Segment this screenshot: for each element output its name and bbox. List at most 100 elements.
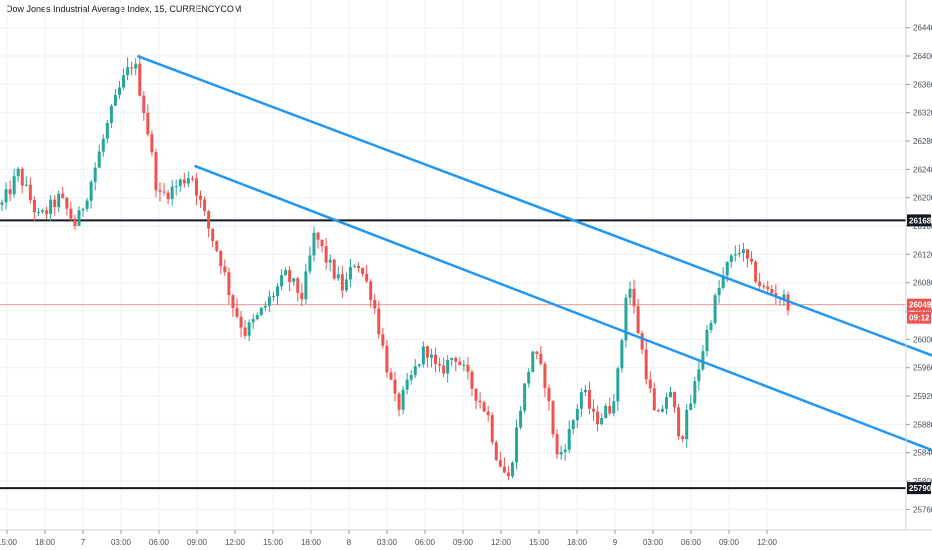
x-tick-label: 06:00: [149, 538, 170, 547]
candle-body: [762, 285, 766, 287]
y-tick-label: 26320: [913, 109, 932, 118]
candle-body: [527, 372, 531, 384]
candle-body: [543, 363, 547, 388]
candle-body: [502, 466, 506, 473]
candle-body: [49, 199, 53, 215]
candle-body: [466, 364, 470, 372]
x-tick-label: 18:00: [301, 538, 322, 547]
x-tick-label: 7: [81, 538, 86, 547]
candle-body: [203, 199, 207, 212]
candle-body: [271, 295, 275, 297]
candle-body: [239, 316, 243, 328]
y-tick-label: 26080: [913, 279, 932, 288]
x-tick-label: 15:00: [0, 538, 18, 547]
candle-body: [519, 410, 523, 428]
trendline[interactable]: [137, 54, 932, 392]
candle-body: [531, 351, 535, 373]
candle-body: [482, 402, 486, 412]
candle-body: [308, 255, 312, 272]
candle-body: [97, 151, 101, 168]
candle-body: [474, 388, 478, 401]
candle-body: [421, 346, 425, 365]
candle-body: [563, 449, 567, 453]
candle-body: [85, 200, 89, 209]
candle-body: [754, 261, 758, 282]
trendline[interactable]: [194, 164, 932, 488]
candle-body: [174, 186, 178, 188]
candle-body: [61, 193, 65, 198]
candle-body: [401, 389, 405, 410]
candle-body: [470, 371, 474, 389]
candle-body: [640, 333, 644, 350]
candle-body: [280, 275, 284, 287]
candle-body: [332, 259, 336, 279]
candle-body: [478, 400, 482, 403]
candle-body: [612, 401, 616, 414]
y-tick-label: 25920: [913, 392, 932, 401]
x-tick-label: 03:00: [111, 538, 132, 547]
candle-body: [81, 208, 85, 211]
candlestick-series: [0, 54, 790, 481]
y-tick-label: 26040: [913, 307, 932, 316]
candle-body: [583, 389, 587, 393]
candle-body: [304, 271, 308, 300]
candle-body: [486, 411, 490, 416]
candle-body: [186, 178, 190, 184]
candle-body: [369, 281, 373, 301]
candle-body: [24, 184, 28, 186]
candle-body: [725, 262, 729, 276]
candle-body: [664, 397, 668, 409]
y-tick-label: 25840: [913, 449, 932, 458]
candle-body: [223, 266, 227, 273]
candle-body: [235, 307, 239, 317]
candle-body: [393, 379, 397, 394]
trendlines[interactable]: [137, 54, 932, 488]
candle-body: [377, 308, 381, 335]
x-tick-label: 09:00: [453, 538, 474, 547]
candle-body: [458, 361, 462, 366]
candle-body: [312, 232, 316, 256]
candle-body: [231, 295, 235, 308]
candle-body: [146, 112, 150, 135]
candle-body: [320, 239, 324, 247]
candle-body: [170, 186, 174, 200]
y-tick-label: 26360: [913, 80, 932, 89]
candle-body: [296, 278, 300, 293]
candle-body: [247, 322, 251, 336]
candle-body: [741, 249, 745, 253]
price-badge-label: 25790: [909, 484, 932, 493]
candle-body: [729, 255, 733, 263]
candle-body: [681, 436, 685, 440]
candle-body: [454, 357, 458, 362]
candle-body: [523, 383, 527, 411]
candle-body: [782, 294, 786, 300]
candle-body: [255, 315, 259, 320]
candle-body: [648, 379, 652, 389]
candle-body: [73, 218, 77, 226]
candle-body: [0, 202, 4, 205]
candle-body: [361, 268, 365, 274]
y-tick-label: 26280: [913, 137, 932, 146]
candle-body: [624, 297, 628, 341]
time-axis[interactable]: 15:00 18:00 7 03:00 06:00 09:00 12:00 15:00 18:0…: [0, 530, 778, 547]
candle-body: [709, 323, 713, 330]
candle-body: [57, 193, 61, 208]
candle-body: [600, 418, 604, 425]
candle-body: [620, 340, 624, 369]
price-badge-label: 26049: [909, 301, 932, 310]
candle-body: [494, 442, 498, 461]
x-tick-label: 06:00: [415, 538, 436, 547]
candle-body: [652, 388, 656, 411]
candle-body: [539, 353, 543, 364]
price-axis[interactable]: 25760 25800 25840 25880 25920 25960 26000 26040…: [906, 24, 932, 515]
candle-body: [721, 275, 725, 289]
x-tick-label: 12:00: [491, 538, 512, 547]
candle-body: [65, 197, 69, 209]
price-badge: [907, 482, 931, 495]
candle-body: [352, 265, 356, 267]
y-tick-label: 26000: [913, 335, 932, 344]
candle-body: [267, 296, 271, 306]
candle-body: [490, 415, 494, 443]
candle-body: [16, 168, 20, 177]
